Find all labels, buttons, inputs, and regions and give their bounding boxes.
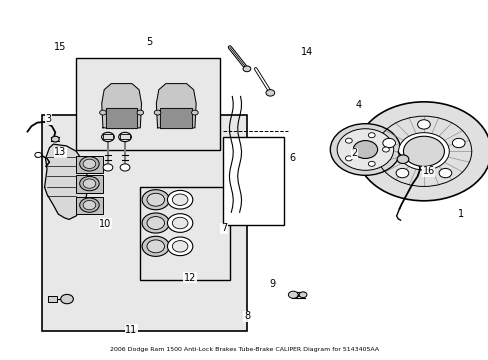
- Circle shape: [396, 155, 408, 163]
- Circle shape: [167, 214, 192, 232]
- Circle shape: [51, 136, 59, 142]
- Text: 1: 1: [457, 209, 464, 219]
- Circle shape: [299, 292, 306, 298]
- Text: 16: 16: [422, 166, 434, 176]
- Text: 3: 3: [45, 114, 51, 124]
- Circle shape: [395, 168, 408, 178]
- Circle shape: [345, 156, 351, 161]
- Circle shape: [80, 157, 99, 171]
- Circle shape: [147, 240, 164, 253]
- Circle shape: [243, 66, 250, 72]
- Text: 9: 9: [269, 279, 275, 289]
- Circle shape: [330, 124, 400, 175]
- Text: 7: 7: [221, 224, 227, 233]
- Circle shape: [100, 110, 106, 115]
- Circle shape: [172, 217, 187, 229]
- Circle shape: [191, 110, 198, 115]
- Polygon shape: [102, 84, 141, 128]
- Circle shape: [382, 147, 388, 152]
- Circle shape: [167, 237, 192, 256]
- Text: 6: 6: [288, 153, 295, 163]
- Circle shape: [120, 164, 130, 171]
- Circle shape: [417, 120, 429, 129]
- Text: 5: 5: [146, 37, 152, 47]
- Circle shape: [83, 159, 96, 168]
- Text: 11: 11: [125, 325, 137, 335]
- Circle shape: [61, 294, 73, 304]
- Circle shape: [451, 138, 464, 148]
- Bar: [76, 58, 220, 149]
- Polygon shape: [106, 108, 137, 128]
- Bar: [222, 137, 283, 225]
- Circle shape: [172, 194, 187, 206]
- Polygon shape: [44, 144, 88, 220]
- Circle shape: [367, 161, 374, 166]
- Bar: [76, 197, 103, 214]
- Circle shape: [80, 176, 99, 191]
- Bar: [140, 187, 229, 280]
- Bar: [47, 296, 57, 302]
- Text: 4: 4: [355, 100, 362, 110]
- Circle shape: [367, 133, 374, 138]
- Circle shape: [356, 102, 488, 201]
- Circle shape: [137, 110, 143, 115]
- Bar: [42, 116, 246, 330]
- Circle shape: [83, 201, 96, 210]
- Circle shape: [398, 133, 448, 170]
- Circle shape: [403, 136, 444, 166]
- Circle shape: [438, 168, 451, 178]
- Text: 8: 8: [244, 311, 249, 321]
- Circle shape: [142, 213, 169, 233]
- Circle shape: [167, 190, 192, 209]
- Circle shape: [103, 164, 113, 171]
- Bar: [120, 134, 130, 139]
- Text: 10: 10: [99, 219, 111, 229]
- Circle shape: [102, 132, 114, 141]
- Polygon shape: [156, 84, 196, 128]
- Circle shape: [352, 140, 377, 158]
- Circle shape: [172, 240, 187, 252]
- Bar: [76, 175, 103, 193]
- Polygon shape: [160, 108, 192, 128]
- Circle shape: [83, 179, 96, 188]
- Circle shape: [119, 132, 131, 141]
- Text: 14: 14: [300, 46, 312, 57]
- Circle shape: [147, 217, 164, 229]
- Text: 13: 13: [54, 147, 66, 157]
- Circle shape: [147, 193, 164, 206]
- Bar: [76, 156, 103, 173]
- Text: 15: 15: [54, 42, 66, 52]
- Circle shape: [265, 90, 274, 96]
- Circle shape: [345, 138, 351, 143]
- Text: 2006 Dodge Ram 1500 Anti-Lock Brakes Tube-Brake CALIPER Diagram for 5143405AA: 2006 Dodge Ram 1500 Anti-Lock Brakes Tub…: [110, 347, 378, 352]
- Text: 2: 2: [350, 148, 357, 158]
- Circle shape: [80, 198, 99, 212]
- Bar: [103, 134, 113, 139]
- Circle shape: [142, 190, 169, 210]
- Circle shape: [288, 291, 298, 298]
- Circle shape: [154, 110, 161, 115]
- Circle shape: [336, 129, 393, 170]
- Circle shape: [142, 236, 169, 256]
- Text: 12: 12: [183, 273, 196, 283]
- Circle shape: [35, 152, 41, 157]
- Circle shape: [382, 138, 395, 148]
